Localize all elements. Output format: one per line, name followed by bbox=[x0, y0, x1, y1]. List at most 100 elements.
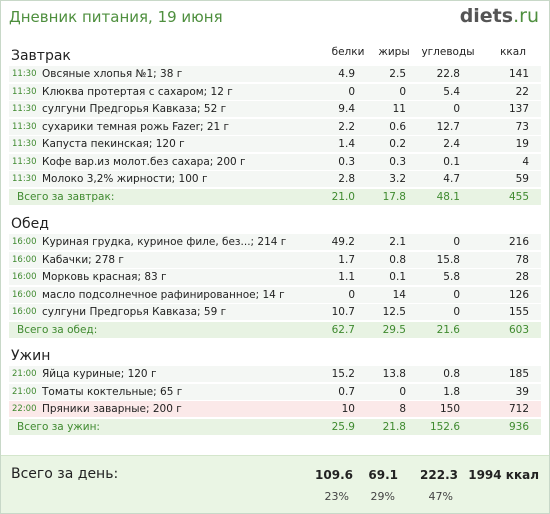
food-row[interactable]: 16:00 Кабачки; 278 г 1.7 0.8 15.8 78 bbox=[9, 251, 541, 268]
food-kcal: 216 bbox=[508, 236, 529, 248]
food-kcal: 155 bbox=[508, 306, 529, 318]
food-fat: 13.8 bbox=[382, 368, 406, 380]
site-logo[interactable]: diets.ru bbox=[460, 5, 539, 27]
food-protein: 1.4 bbox=[338, 138, 355, 150]
food-row[interactable]: 11:30 сухарики темная рожь Fazer; 21 г 2.2… bbox=[9, 118, 541, 135]
meal-total-kcal: 455 bbox=[508, 190, 529, 203]
food-name-link[interactable]: Кофе вар.из молот.без сахара; 200 г bbox=[42, 155, 246, 168]
food-time: 11:30 bbox=[12, 86, 37, 97]
meal-total-row: Всего за завтрак: 21.0 17.8 48.1 455 bbox=[9, 188, 541, 205]
food-row[interactable]: 11:30 Кофе вар.из молот.без сахара; 200 г… bbox=[9, 153, 541, 170]
food-kcal: 185 bbox=[508, 368, 529, 380]
food-fat: 14 bbox=[392, 288, 406, 301]
food-name-link[interactable]: масло подсолнечное рафинированное; 14 г bbox=[42, 288, 285, 301]
food-name-link[interactable]: Кабачки; 278 г bbox=[42, 253, 124, 266]
food-name-link[interactable]: Пряники заварные; 200 г bbox=[42, 403, 182, 415]
page-title: Дневник питания, 19 июня bbox=[9, 8, 223, 26]
food-row[interactable]: 21:00 Томаты коктельные; 65 г 0.7 0 1.8 39 bbox=[9, 383, 541, 400]
food-time: 16:00 bbox=[12, 272, 37, 282]
food-kcal: 137 bbox=[508, 103, 529, 115]
food-fat: 0.1 bbox=[389, 271, 406, 283]
food-row[interactable]: 11:30 Молоко 3,2% жирности; 100 г 2.8 3.2 4.… bbox=[9, 171, 541, 187]
food-kcal: 141 bbox=[508, 68, 529, 80]
meal-total-fat: 17.8 bbox=[382, 190, 406, 203]
food-fat: 2.5 bbox=[389, 68, 406, 80]
food-row[interactable]: 16:00 сулгуни Предгорья Кавказа; 59 г 10.7… bbox=[9, 304, 541, 320]
day-total: Всего за день: 109.6 69.1 222.3 1994 кка… bbox=[1, 455, 549, 513]
food-time: 11:30 bbox=[12, 139, 37, 149]
logo-main: diets bbox=[459, 5, 514, 27]
food-name-link[interactable]: Куриная грудка, куриное филе, без...; 21… bbox=[42, 236, 287, 248]
food-fat: 0 bbox=[399, 85, 406, 98]
food-name-link[interactable]: Яйца куриные; 120 г bbox=[42, 368, 157, 380]
food-protein: 10 bbox=[341, 403, 355, 415]
col-header-carbs: углеводы bbox=[421, 46, 475, 58]
food-name-link[interactable]: сулгуни Предгорья Кавказа; 52 г bbox=[42, 103, 227, 115]
food-row[interactable]: 16:00 масло подсолнечное рафинированное; … bbox=[9, 286, 541, 303]
food-carbs: 0.1 bbox=[443, 155, 460, 168]
food-name-link[interactable]: сулгуни Предгорья Кавказа; 59 г bbox=[42, 306, 227, 318]
food-protein: 10.7 bbox=[331, 306, 355, 318]
food-name-link[interactable]: Морковь красная; 83 г bbox=[42, 271, 167, 283]
food-time: 16:00 bbox=[12, 237, 37, 247]
food-protein: 49.2 bbox=[331, 236, 355, 248]
food-time: 11:30 bbox=[12, 121, 37, 132]
food-row[interactable]: 11:30 Капуста пекинская; 120 г 1.4 0.2 2.4 19 bbox=[9, 136, 541, 152]
food-row[interactable]: 11:30 Клюква протертая с сахаром; 12 г 0 0 5… bbox=[9, 83, 541, 100]
food-protein: 0 bbox=[348, 288, 355, 301]
food-kcal: 73 bbox=[515, 120, 529, 133]
food-fat: 12.5 bbox=[382, 306, 406, 318]
food-name-link[interactable]: Капуста пекинская; 120 г bbox=[42, 138, 185, 150]
food-carbs: 0 bbox=[453, 306, 460, 318]
food-row[interactable]: 21:00 Яйца куриные; 120 г 15.2 13.8 0.8 185 bbox=[9, 366, 541, 382]
col-header-kcal: ккал bbox=[500, 46, 526, 58]
food-kcal: 59 bbox=[515, 173, 529, 185]
food-carbs: 150 bbox=[439, 403, 460, 415]
food-name-link[interactable]: Овсяные хлопья №1; 38 г bbox=[42, 68, 183, 80]
food-time: 16:00 bbox=[12, 307, 37, 317]
food-carbs: 22.8 bbox=[436, 68, 460, 80]
food-kcal: 4 bbox=[522, 155, 529, 168]
food-name-link[interactable]: Молоко 3,2% жирности; 100 г bbox=[42, 173, 208, 185]
meal-total-protein: 25.9 bbox=[331, 420, 355, 433]
food-carbs: 1.8 bbox=[443, 385, 460, 398]
food-fat: 0.8 bbox=[389, 253, 406, 266]
food-protein: 0.7 bbox=[338, 385, 355, 398]
food-kcal: 39 bbox=[515, 385, 529, 398]
meal-total-carbs: 152.6 bbox=[429, 420, 460, 433]
food-carbs: 5.8 bbox=[443, 271, 460, 283]
food-protein: 1.1 bbox=[338, 271, 355, 283]
food-fat: 3.2 bbox=[389, 173, 406, 185]
meal-title: Ужин bbox=[11, 348, 51, 364]
food-row[interactable]: 11:30 сулгуни Предгорья Кавказа; 52 г 9.4 1… bbox=[9, 101, 541, 117]
food-name-link[interactable]: Клюква протертая с сахаром; 12 г bbox=[42, 85, 233, 98]
header: Дневник питания, 19 июня diets.ru bbox=[1, 1, 549, 33]
food-time: 16:00 bbox=[12, 289, 37, 300]
food-kcal: 712 bbox=[508, 403, 529, 415]
meal-total-fat: 29.5 bbox=[382, 323, 406, 336]
food-carbs: 0 bbox=[453, 236, 460, 248]
food-row[interactable]: 16:00 Куриная грудка, куриное филе, без..… bbox=[9, 234, 541, 250]
food-carbs: 0 bbox=[453, 288, 460, 301]
meal-total-label: Всего за ужин: bbox=[17, 420, 100, 433]
col-header-protein: белки bbox=[331, 46, 365, 58]
food-fat: 2.1 bbox=[389, 236, 406, 248]
food-time: 11:30 bbox=[12, 174, 37, 184]
food-time: 21:00 bbox=[12, 369, 37, 379]
food-row[interactable]: 11:30 Овсяные хлопья №1; 38 г 4.9 2.5 22.8 14… bbox=[9, 66, 541, 82]
column-headers: белки жиры углеводы ккал bbox=[1, 46, 549, 62]
meal-title: Завтрак bbox=[11, 48, 71, 64]
food-row[interactable]: 16:00 Морковь красная; 83 г 1.1 0.1 5.8 28 bbox=[9, 269, 541, 285]
food-fat: 0.2 bbox=[389, 138, 406, 150]
food-protein: 1.7 bbox=[338, 253, 355, 266]
food-row[interactable]: 22:00 Пряники заварные; 200 г 10 8 150 712 bbox=[9, 401, 541, 417]
food-name-link[interactable]: сухарики темная рожь Fazer; 21 г bbox=[42, 120, 230, 133]
food-protein: 4.9 bbox=[338, 68, 355, 80]
meal-total-row: Всего за обед: 62.7 29.5 21.6 603 bbox=[9, 321, 541, 338]
food-name-link[interactable]: Томаты коктельные; 65 г bbox=[42, 385, 183, 398]
food-fat: 11 bbox=[392, 103, 406, 115]
day-total-protein: 109.6 bbox=[315, 468, 353, 482]
food-kcal: 19 bbox=[515, 138, 529, 150]
food-time: 11:30 bbox=[12, 104, 37, 114]
meal-total-fat: 21.8 bbox=[382, 420, 406, 433]
